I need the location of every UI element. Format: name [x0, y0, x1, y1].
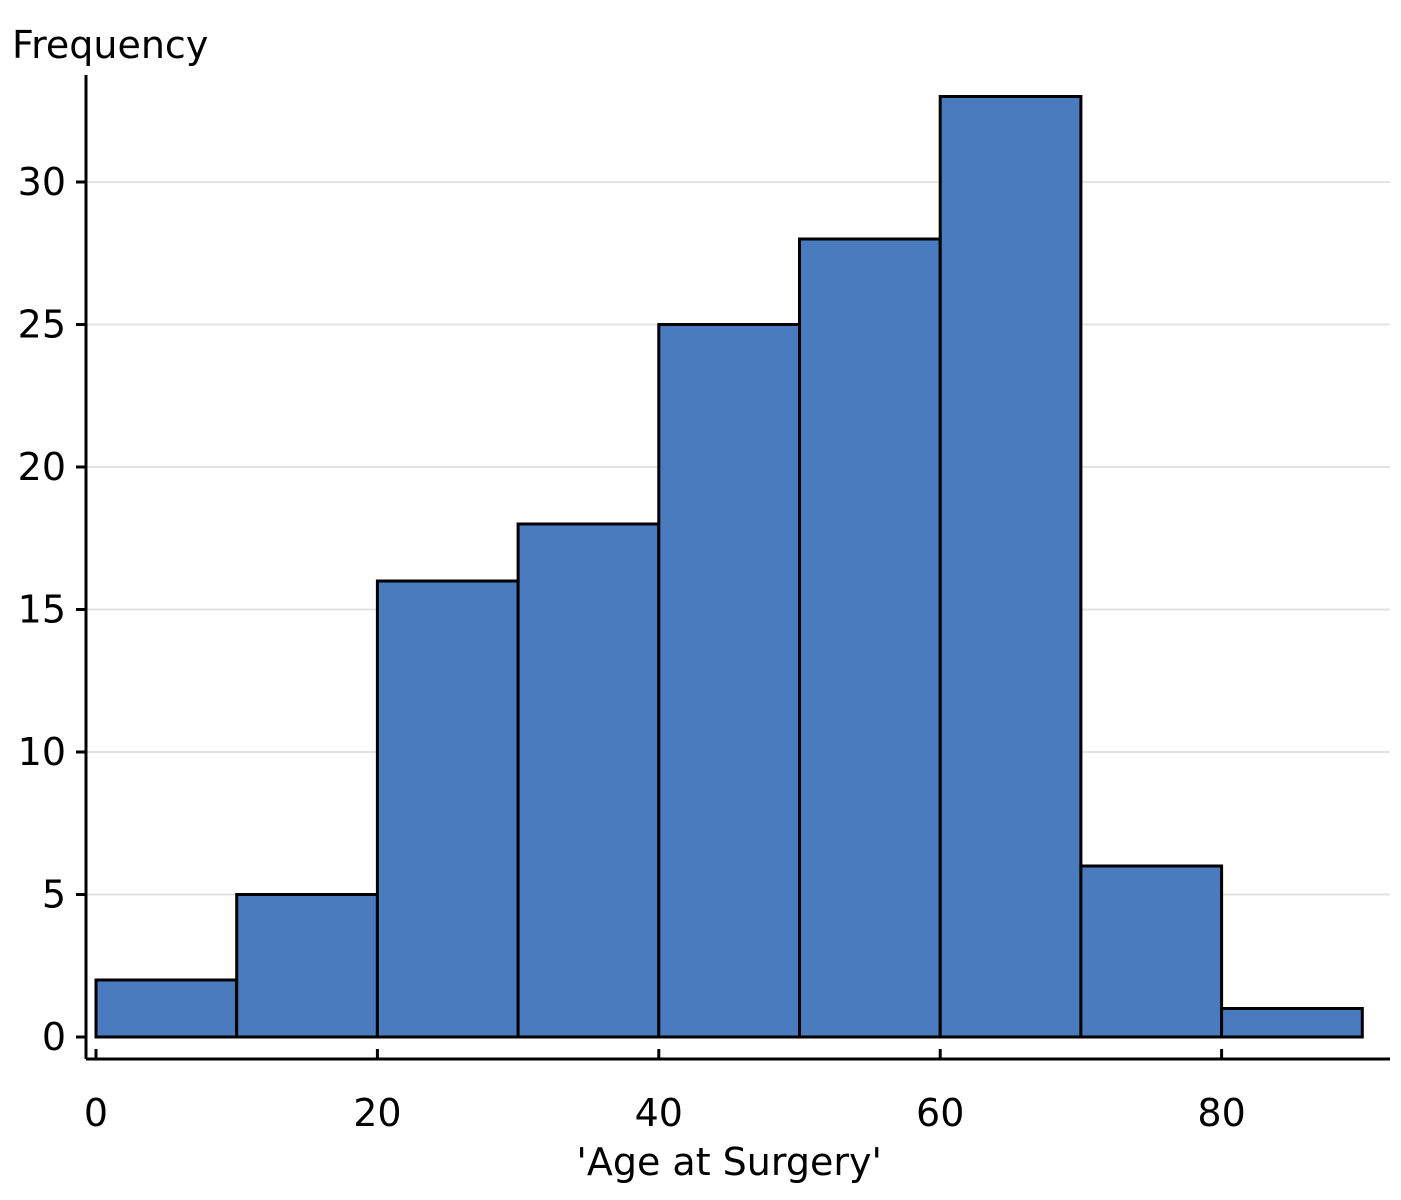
bars — [94, 95, 1364, 1039]
y-tick-label-30: 30 — [18, 160, 66, 204]
x-axis-title: 'Age at Surgery' — [576, 1140, 882, 1184]
bar-20-30 — [375, 579, 520, 1039]
y-tick-label-20: 20 — [18, 445, 66, 489]
x-tick-label-60: 60 — [916, 1091, 964, 1135]
ticks: 0 5 10 15 20 25 30 0 20 40 60 80 — [18, 160, 1246, 1135]
x-tick-label-0: 0 — [84, 1091, 108, 1135]
y-tick-label-10: 10 — [18, 730, 66, 774]
bar-80-90 — [1220, 1007, 1364, 1039]
x-tick-label-40: 40 — [635, 1091, 683, 1135]
bar-70-80 — [1079, 864, 1224, 1039]
y-tick-label-0: 0 — [42, 1015, 66, 1059]
bar-30-40 — [516, 522, 661, 1039]
y-axis-title: Frequency — [12, 23, 208, 67]
bar-40-50 — [657, 323, 801, 1039]
bar-50-60 — [798, 237, 942, 1039]
x-tick-label-20: 20 — [353, 1091, 401, 1135]
bar-10-20 — [235, 893, 379, 1039]
y-tick-label-25: 25 — [18, 303, 66, 347]
x-tick-label-80: 80 — [1197, 1091, 1245, 1135]
y-tick-label-15: 15 — [18, 588, 66, 632]
bar-0-10 — [94, 978, 239, 1039]
bar-60-70 — [938, 95, 1083, 1039]
y-tick-label-5: 5 — [42, 873, 66, 917]
